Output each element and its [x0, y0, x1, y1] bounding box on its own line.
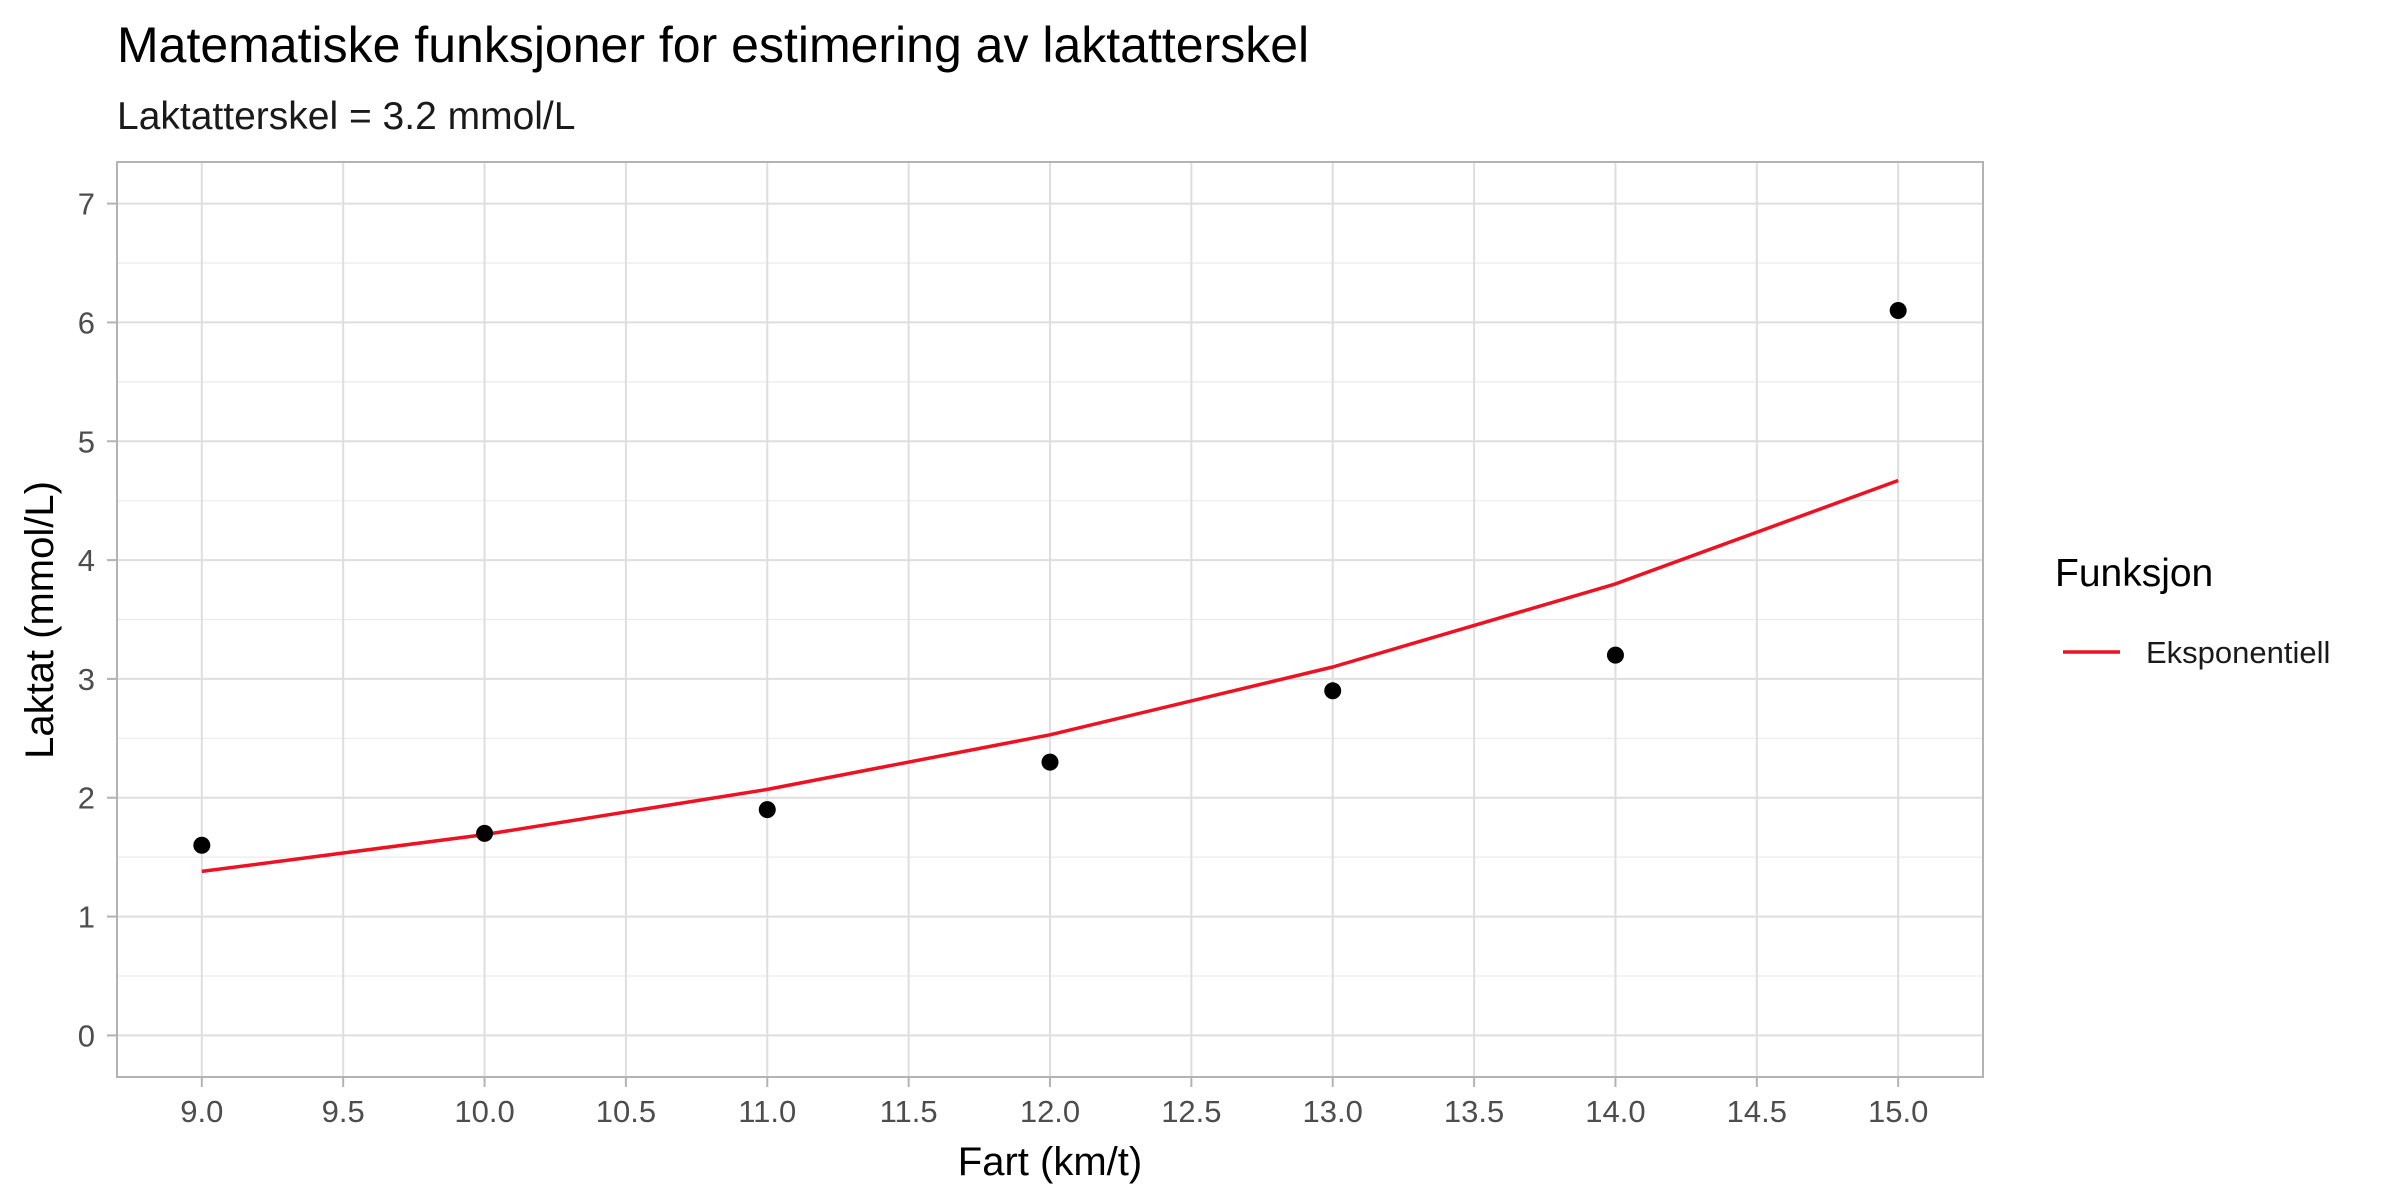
x-axis-ticks: 9.0 9.5 10.0 10.5 11.0 11.5 12.0 12.5 13.0 13.5 14…: [180, 1077, 1928, 1129]
legend-items: Eksponentiell: [2063, 635, 2330, 670]
x-tick-label: 15.0: [1868, 1094, 1928, 1129]
x-tick-label: 9.5: [322, 1094, 365, 1129]
data-point: [476, 824, 494, 842]
y-axis-ticks: 0 1 2 3 4 5 6 7: [78, 187, 117, 1053]
points-layer: [193, 302, 1907, 854]
y-tick-label: 5: [78, 424, 95, 459]
x-tick-label: 10.0: [454, 1094, 514, 1129]
y-tick-label: 6: [78, 305, 95, 340]
data-point: [1889, 302, 1907, 320]
y-tick-label: 7: [78, 187, 95, 222]
x-tick-label: 13.0: [1303, 1094, 1363, 1129]
grid: [117, 162, 1983, 1077]
y-tick-label: 4: [78, 543, 95, 578]
data-point: [193, 836, 211, 854]
x-tick-label: 13.5: [1444, 1094, 1504, 1129]
data-point: [1324, 682, 1342, 700]
legend: Funksjon Eksponentiell: [2055, 552, 2330, 670]
x-tick-label: 9.0: [180, 1094, 223, 1129]
x-tick-label: 14.0: [1585, 1094, 1645, 1129]
legend-label-0: Eksponentiell: [2146, 635, 2330, 670]
y-tick-label: 2: [78, 781, 95, 816]
y-axis-title: Laktat (mmol/L): [18, 481, 62, 759]
y-tick-label: 3: [78, 662, 95, 697]
data-point: [1606, 646, 1624, 664]
x-tick-label: 11.5: [880, 1094, 938, 1129]
chart-subtitle: Laktatterskel = 3.2 mmol/L: [117, 95, 575, 138]
x-tick-label: 11.0: [738, 1094, 796, 1129]
y-tick-label: 1: [78, 900, 95, 935]
x-tick-label: 14.5: [1727, 1094, 1787, 1129]
x-axis-title: Fart (km/t): [958, 1140, 1142, 1184]
data-point: [758, 801, 776, 819]
legend-title: Funksjon: [2055, 552, 2213, 595]
x-tick-label: 10.5: [596, 1094, 656, 1129]
chart-title: Matematiske funksjoner for estimering av…: [117, 17, 1309, 73]
data-point: [1041, 753, 1059, 771]
x-tick-label: 12.0: [1020, 1094, 1080, 1129]
x-tick-label: 12.5: [1161, 1094, 1221, 1129]
y-tick-label: 0: [78, 1018, 95, 1053]
